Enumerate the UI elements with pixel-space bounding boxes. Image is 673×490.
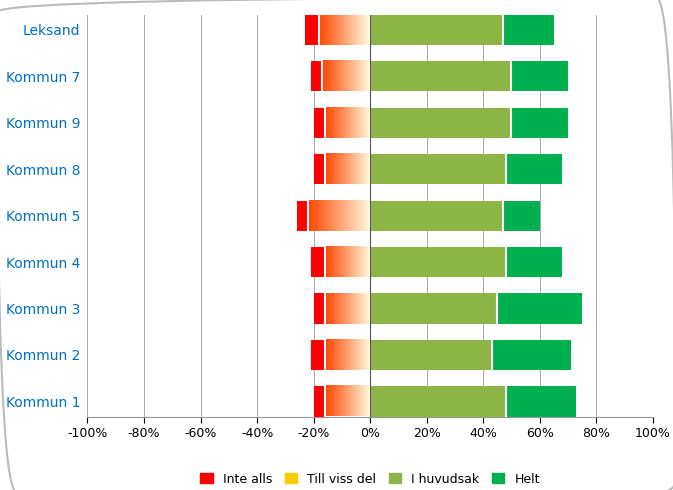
Bar [370,247,506,277]
Bar [314,294,325,323]
Bar [497,294,582,323]
Legend: Inte alls, Till viss del, I huvudsak, Helt: Inte alls, Till viss del, I huvudsak, He… [195,467,545,490]
Bar [503,15,554,45]
Bar [370,340,492,370]
Bar [506,154,563,184]
Bar [314,154,325,184]
Bar [506,247,563,277]
Bar [314,108,325,138]
Bar [297,200,308,231]
Bar [311,61,322,91]
Bar [492,340,571,370]
Bar [506,386,577,416]
Bar [311,247,325,277]
Bar [370,108,511,138]
Bar [370,154,506,184]
Bar [370,15,503,45]
Bar [370,294,497,323]
Bar [370,200,503,231]
Bar [314,386,325,416]
Bar [511,61,568,91]
Bar [370,61,511,91]
Bar [503,200,540,231]
Bar [511,108,568,138]
Bar [305,15,319,45]
Bar [370,386,506,416]
Bar [311,340,325,370]
